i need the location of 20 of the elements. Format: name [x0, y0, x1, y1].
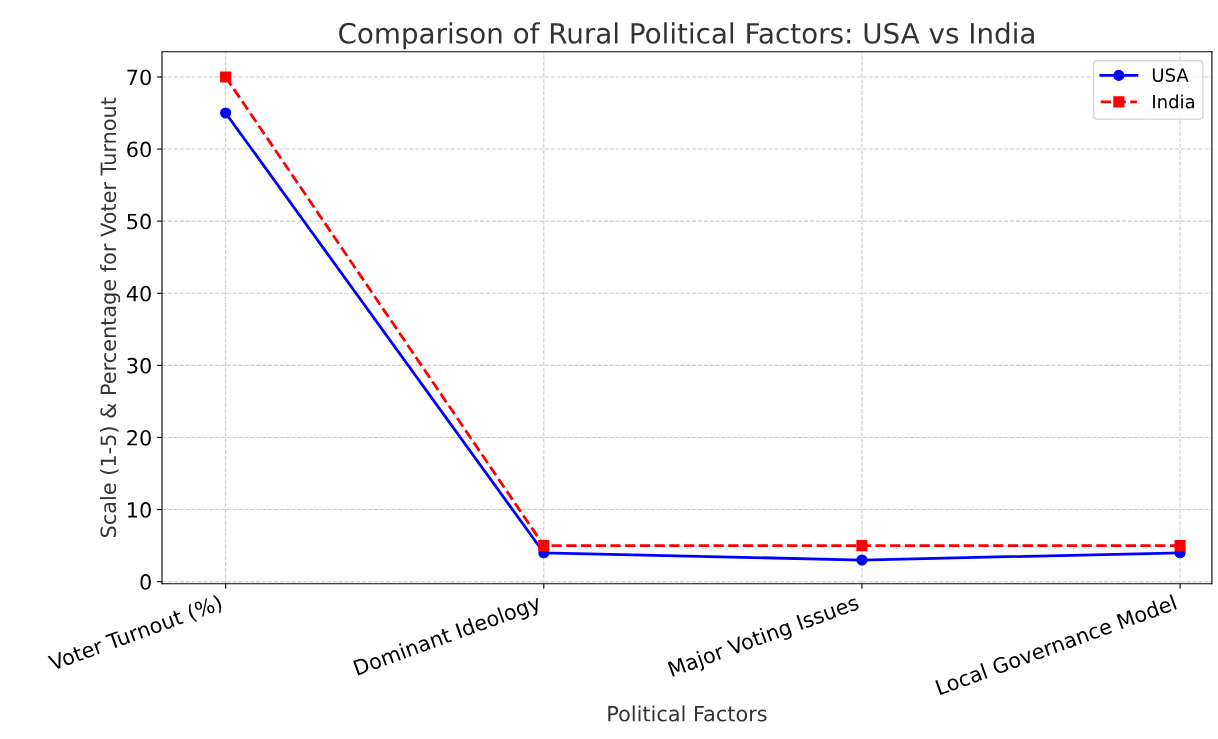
y-tick-label: 30 — [127, 357, 151, 374]
y-tick-label: 70 — [127, 69, 151, 86]
y-tick-label: 10 — [128, 502, 151, 518]
point — [220, 71, 232, 83]
x-tick-label: Major Voting Issues — [667, 593, 861, 681]
point — [220, 107, 232, 119]
chart-title: Comparison of Rural Political Factors: USA vs India — [339, 22, 1034, 50]
point — [538, 540, 550, 552]
y-axis-title: Scale (1-5) & Percentage for Voter Turnout — [100, 97, 121, 538]
point — [1174, 540, 1186, 552]
point — [856, 540, 868, 552]
y-tick-label: 50 — [127, 213, 151, 230]
legend-label: India — [1153, 94, 1195, 109]
y-tick-label: 40 — [126, 285, 151, 302]
x-axis-title: Political Factors — [608, 705, 767, 722]
point — [856, 554, 868, 566]
y-tick-label: 0 — [140, 574, 151, 590]
y-tick-label: 20 — [127, 429, 151, 446]
y-tick-label: 60 — [127, 141, 151, 158]
legend-label: USA — [1152, 68, 1189, 82]
